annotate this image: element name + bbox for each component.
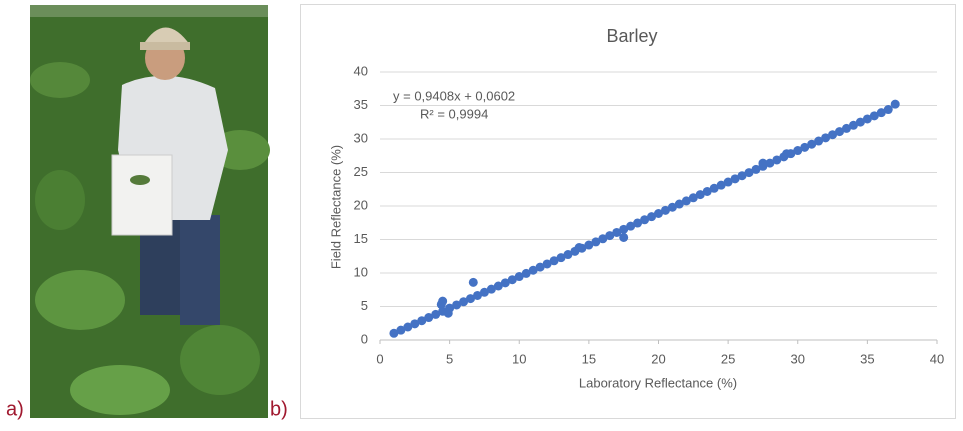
point bbox=[444, 309, 453, 318]
chart-frame bbox=[301, 5, 956, 419]
y-tick-label: 15 bbox=[354, 231, 368, 246]
annotation: y = 0,9408x + 0,0602 bbox=[393, 88, 515, 103]
point bbox=[782, 149, 791, 158]
y-tick-label: 5 bbox=[361, 298, 368, 313]
y-tick-label: 40 bbox=[354, 63, 368, 78]
x-tick-label: 10 bbox=[512, 351, 526, 366]
x-axis-title: Laboratory Reflectance (%) bbox=[579, 375, 737, 390]
panel-label: b) bbox=[270, 398, 288, 420]
point bbox=[891, 100, 900, 109]
y-tick-label: 20 bbox=[354, 197, 368, 212]
point bbox=[469, 278, 478, 287]
y-tick-label: 30 bbox=[354, 130, 368, 145]
photo bbox=[30, 5, 270, 418]
figure: a) b) Barley Laboratory Reflectance (%) … bbox=[0, 0, 963, 426]
y-tick-label: 10 bbox=[354, 264, 368, 279]
x-tick-label: 0 bbox=[376, 351, 383, 366]
y-tick-label: 0 bbox=[361, 331, 368, 346]
panel-label: a) bbox=[6, 398, 24, 420]
x-tick-label: 35 bbox=[860, 351, 874, 366]
point bbox=[619, 233, 628, 242]
x-tick-label: 30 bbox=[791, 351, 805, 366]
x-tick-label: 5 bbox=[446, 351, 453, 366]
x-tick-label: 40 bbox=[930, 351, 944, 366]
y-axis-title: Field Reflectance (%) bbox=[328, 145, 343, 269]
point bbox=[575, 243, 584, 252]
chart-title: Barley bbox=[606, 26, 657, 46]
point bbox=[758, 159, 767, 168]
annotation: R² = 0,9994 bbox=[420, 106, 488, 121]
x-tick-label: 20 bbox=[651, 351, 665, 366]
x-tick-label: 25 bbox=[721, 351, 735, 366]
y-tick-label: 35 bbox=[354, 97, 368, 112]
y-tick-label: 25 bbox=[354, 164, 368, 179]
x-tick-label: 15 bbox=[582, 351, 596, 366]
point bbox=[437, 300, 446, 309]
